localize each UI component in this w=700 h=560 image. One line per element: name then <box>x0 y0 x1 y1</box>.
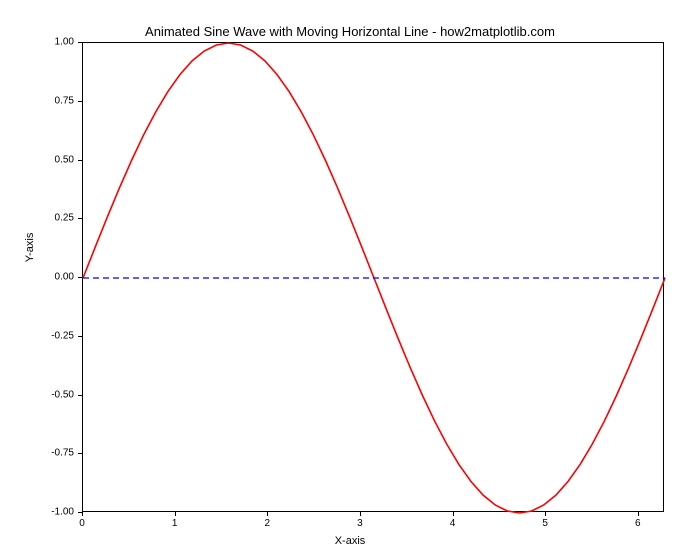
y-tick-label: 0.50 <box>42 154 74 165</box>
x-tick-mark <box>82 512 83 516</box>
y-tick-mark <box>78 42 82 43</box>
x-axis-label: X-axis <box>335 535 366 547</box>
y-tick-mark <box>78 395 82 396</box>
y-tick-label: 1.00 <box>42 37 74 48</box>
figure: Animated Sine Wave with Moving Horizonta… <box>0 0 700 560</box>
y-tick-mark <box>78 512 82 513</box>
plot-area <box>82 42 664 512</box>
y-tick-label: -0.25 <box>42 330 74 341</box>
x-tick-mark <box>453 512 454 516</box>
x-tick-label: 4 <box>450 518 456 529</box>
y-tick-label: 0.00 <box>42 272 74 283</box>
y-tick-label: -1.00 <box>42 507 74 518</box>
chart-title: Animated Sine Wave with Moving Horizonta… <box>0 24 700 39</box>
y-tick-mark <box>78 453 82 454</box>
y-tick-mark <box>78 336 82 337</box>
y-tick-label: 0.75 <box>42 95 74 106</box>
x-tick-mark <box>267 512 268 516</box>
series-layer <box>83 43 665 513</box>
x-tick-mark <box>360 512 361 516</box>
x-tick-label: 1 <box>172 518 178 529</box>
y-tick-mark <box>78 160 82 161</box>
y-tick-mark <box>78 101 82 102</box>
y-tick-mark <box>78 277 82 278</box>
x-tick-label: 6 <box>635 518 641 529</box>
y-tick-label: -0.50 <box>42 389 74 400</box>
x-tick-mark <box>175 512 176 516</box>
x-tick-mark <box>545 512 546 516</box>
x-tick-label: 2 <box>264 518 270 529</box>
x-tick-label: 5 <box>542 518 548 529</box>
y-tick-label: -0.75 <box>42 448 74 459</box>
x-tick-label: 3 <box>357 518 363 529</box>
x-tick-label: 0 <box>79 518 85 529</box>
y-tick-label: 0.25 <box>42 213 74 224</box>
y-axis-label: Y-axis <box>24 233 36 263</box>
y-tick-mark <box>78 218 82 219</box>
x-tick-mark <box>638 512 639 516</box>
